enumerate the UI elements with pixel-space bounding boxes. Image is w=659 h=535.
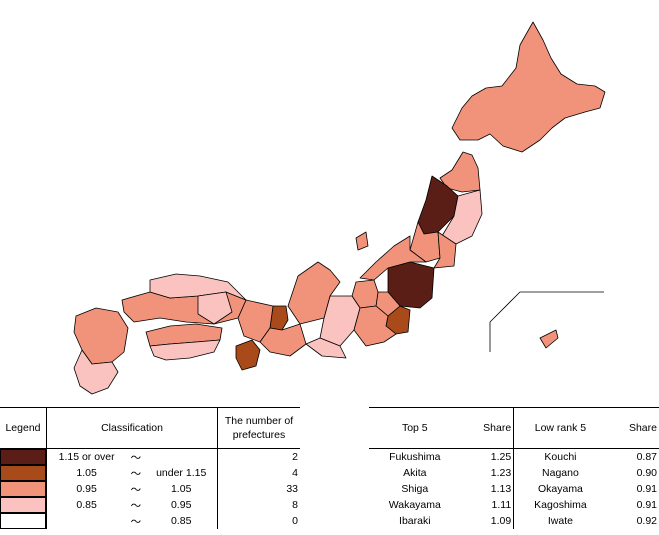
top-name: Shiga [401, 483, 429, 495]
region-chugoku-north [149, 273, 247, 301]
region-hokkaido [451, 21, 606, 153]
low-share: 0.91 [636, 499, 657, 511]
top-share: 1.13 [460, 481, 515, 497]
legend-swatch-cell [0, 448, 47, 465]
region-aomori [439, 151, 481, 193]
legend-row: 0.85 〜 0.95 8 [0, 497, 300, 513]
top-name: Wakayama [388, 499, 441, 511]
low-share: 0.91 [636, 483, 657, 495]
class-tilde: 〜 [130, 515, 142, 528]
region-kyushu-south [73, 349, 119, 395]
legend-swatch [0, 465, 46, 481]
classification-header: Classification [46, 407, 218, 449]
class-low: 0.95 [76, 483, 97, 495]
legend-swatch [0, 513, 46, 529]
class-low [47, 513, 127, 529]
ranking-row: Fukushima 1.25 Kouchi 0.87 [369, 448, 659, 465]
class-high: 1.05 [145, 481, 219, 497]
legend-swatch-cell [0, 465, 47, 481]
ranking-row: Shiga 1.13 Okayama 0.91 [369, 481, 659, 497]
low-name: Kagoshima [534, 499, 587, 511]
region-kyushu-north [73, 307, 129, 365]
legend-swatch-cell [0, 481, 47, 497]
region-niigata [359, 235, 427, 281]
top-share: 1.09 [460, 513, 515, 529]
class-count: 33 [286, 483, 298, 495]
legend-swatch [0, 449, 46, 465]
top-share: 1.25 [460, 448, 515, 465]
legend-swatch [0, 497, 46, 513]
region-shizuoka [305, 337, 347, 359]
class-low: 1.05 [76, 467, 97, 479]
legend-row: 0.95 〜 1.05 33 [0, 481, 300, 497]
top-name: Fukushima [389, 451, 441, 463]
region-kanto [353, 305, 397, 347]
low-share: 0.87 [636, 451, 657, 463]
class-high: 0.95 [145, 497, 219, 513]
region-chubu [287, 261, 341, 325]
class-count: 8 [292, 499, 298, 511]
region-sado [355, 231, 369, 251]
ranking-row: Wakayama 1.11 Kagoshima 0.91 [369, 497, 659, 513]
low-name: Iwate [547, 515, 573, 527]
low-name: Kouchi [544, 451, 577, 463]
japan-map [73, 21, 606, 395]
class-low: 1.15 or over [58, 451, 115, 463]
low-name: Nagano [542, 467, 579, 479]
legend-table: Legend Classification The number of pref… [0, 407, 300, 529]
class-high [145, 448, 219, 465]
region-okinawa [539, 329, 559, 349]
region-nagano [319, 295, 361, 347]
region-kouchi [149, 339, 221, 361]
class-count: 2 [292, 451, 298, 463]
top-name: Ibaraki [399, 515, 431, 527]
ranking-table: Top 5 Share Low rank 5 Share Fukushima 1… [369, 407, 659, 529]
region-wakayama [235, 339, 261, 371]
class-count: 0 [292, 515, 298, 527]
top-share: 1.11 [460, 497, 515, 513]
region-iwate [441, 189, 483, 245]
legend-swatch-cell [0, 513, 47, 529]
class-tilde: 〜 [130, 499, 142, 512]
okinawa-inset-frame [489, 291, 604, 352]
class-count: 4 [292, 467, 298, 479]
low-share: 0.92 [636, 515, 657, 527]
top5-header: Top 5 [369, 407, 461, 449]
region-mie [259, 323, 307, 357]
top-name: Akita [403, 467, 427, 479]
low-share: 0.90 [636, 467, 657, 479]
class-tilde: 〜 [130, 467, 142, 480]
ranking-row: Akita 1.23 Nagano 0.90 [369, 465, 659, 481]
legend-row: 〜 0.85 0 [0, 513, 300, 529]
legend-row: 1.05 〜 under 1.15 4 [0, 465, 300, 481]
top-share: 1.23 [460, 465, 515, 481]
class-tilde: 〜 [130, 451, 142, 464]
low5-header: Low rank 5 [513, 407, 607, 449]
legend-row: 1.15 or over 〜 2 [0, 448, 300, 465]
region-miyagi [433, 231, 457, 269]
legend-swatch-cell [0, 497, 47, 513]
low5-share-header: Share [606, 407, 659, 449]
ranking-row: Ibaraki 1.09 Iwate 0.92 [369, 513, 659, 529]
top5-share-header: Share [460, 407, 515, 449]
count-header: The number of prefectures [217, 407, 300, 449]
legend-swatch [0, 481, 46, 497]
class-high: 0.85 [145, 513, 219, 529]
class-tilde: 〜 [130, 483, 142, 496]
low-name: Okayama [537, 483, 583, 495]
legend-header: Legend [0, 407, 47, 449]
region-okayama [197, 291, 233, 325]
class-low: 0.85 [76, 499, 97, 511]
class-high: under 1.15 [145, 465, 219, 481]
